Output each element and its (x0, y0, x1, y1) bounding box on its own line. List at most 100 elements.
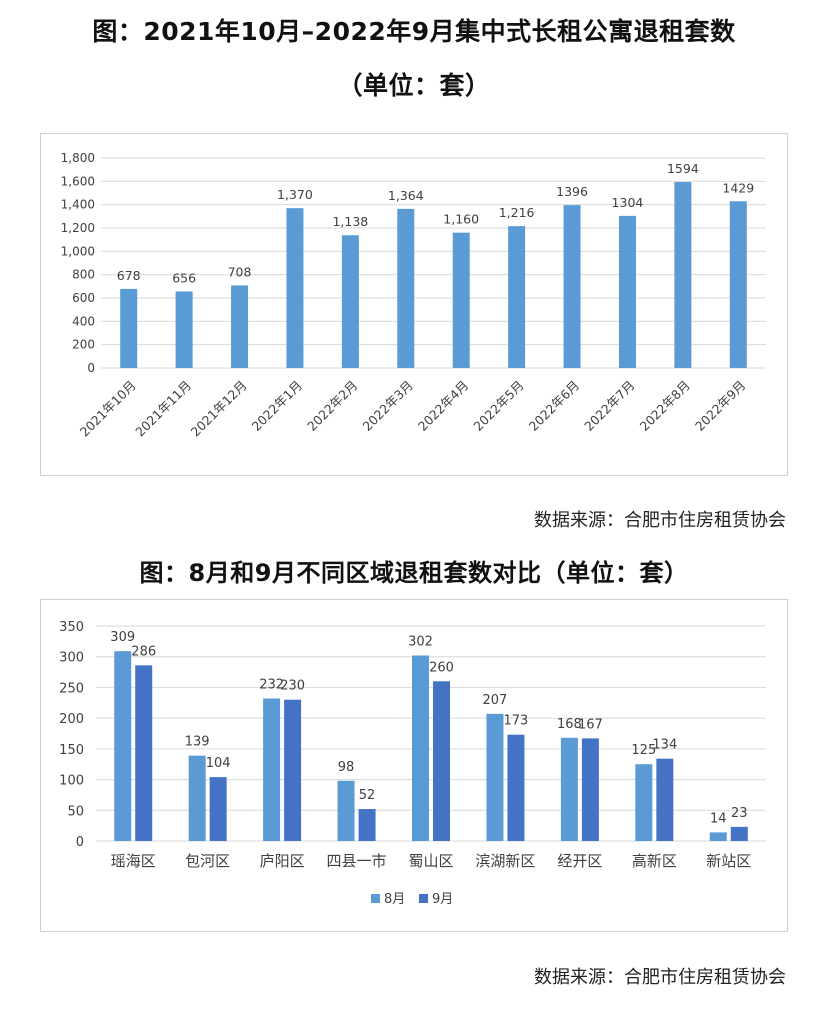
chart1-y-tick-label: 0 (87, 361, 95, 375)
chart2-frame: 0 50 100 150 200 250 300 350 309 286 瑶海区 139 104 包河区 2… (40, 599, 788, 932)
chart2-data-label: 23 (731, 806, 748, 821)
chart1-x-tick-label: 2022年9月 (692, 378, 748, 434)
chart2-x-tick-label: 滨湖新区 (475, 852, 535, 870)
chart1-bar (674, 182, 692, 368)
chart1-subtitle: （单位：套） (337, 71, 491, 100)
chart1-data-label: 1396 (556, 184, 588, 199)
chart2-data-label: 52 (359, 788, 376, 803)
chart2-bar (635, 764, 653, 841)
chart2-y-tick-label: 250 (59, 681, 84, 696)
chart2-data-label: 302 (408, 634, 433, 649)
chart2-bar (581, 738, 599, 841)
chart2-bar (560, 737, 578, 841)
chart1-bar (729, 201, 747, 368)
chart2-x-tick-label: 高新区 (632, 852, 677, 870)
chart1-x-tick-label: 2021年11月 (132, 378, 194, 440)
chart2-y-tick-label: 0 (76, 835, 84, 850)
chart2-bar (188, 755, 206, 841)
chart1-bar (231, 285, 249, 368)
chart2-bar (358, 809, 376, 841)
chart2-y-tick-label: 300 (59, 651, 84, 666)
chart2-y-tick-label: 350 (59, 620, 84, 635)
chart1-data-label: 1,138 (332, 214, 368, 229)
chart2-data-label: 260 (429, 660, 454, 675)
chart1-bar (175, 291, 193, 368)
chart1-y-tick-label: 1,600 (61, 174, 95, 188)
chart1-frame: 0 200 400 600 800 1,000 1,200 1,400 1,600 1,800 67… (40, 133, 788, 476)
chart2-legend-label: 9月 (432, 892, 453, 907)
chart1-data-label: 1,364 (388, 188, 424, 203)
chart1-data-label: 1429 (722, 180, 754, 195)
chart2-x-tick-label: 庐阳区 (260, 852, 305, 870)
chart2-bar (135, 665, 153, 841)
chart2-legend-label: 8月 (384, 892, 405, 907)
chart2-data-label: 232 (259, 677, 284, 692)
chart1-data-label: 656 (172, 270, 196, 285)
chart1-x-tick-label: 2022年7月 (581, 378, 637, 434)
chart2-x-tick-label: 包河区 (185, 852, 230, 870)
chart2-x-tick-label: 蜀山区 (408, 852, 453, 870)
chart2-bar (709, 832, 727, 841)
chart2-bar (507, 734, 525, 841)
chart1-y-tick-label: 1,200 (61, 221, 95, 235)
chart2-bar (284, 699, 302, 841)
chart2-data-label: 286 (131, 644, 156, 659)
chart1-y-tick-label: 1,000 (61, 244, 95, 258)
chart2-y-tick-label: 200 (59, 712, 84, 727)
chart2-data-label: 230 (280, 679, 305, 694)
chart2-data-label: 125 (631, 743, 656, 758)
chart2-x-tick-label: 新站区 (706, 852, 751, 870)
chart2-data-label: 309 (110, 630, 135, 645)
chart2-x-tick-label: 四县一市 (327, 852, 387, 870)
chart1-x-tick-label: 2022年2月 (304, 378, 360, 434)
chart2-title: 图：8月和9月不同区域退租套数对比（单位：套） (139, 559, 689, 587)
chart1-y-tick-label: 200 (72, 338, 95, 352)
chart1-bar (563, 205, 581, 368)
chart2-data-label: 134 (652, 738, 677, 753)
chart2-bar (412, 655, 429, 841)
chart1-data-label: 1,160 (443, 212, 479, 227)
chart1-x-tick-label: 2022年8月 (637, 378, 693, 434)
chart1-x-tick-label: 2022年4月 (415, 378, 471, 434)
chart2-bar (209, 777, 227, 841)
chart1-data-label: 678 (117, 268, 141, 283)
chart1-bar (397, 208, 415, 368)
chart2-bar (656, 758, 674, 841)
chart1-y-tick-label: 600 (72, 291, 95, 305)
chart2-data-label: 173 (504, 714, 529, 729)
chart2-x-tick-label: 经开区 (557, 852, 602, 870)
chart1-y-tick-label: 1,400 (61, 198, 95, 212)
chart1-y-tick-label: 800 (72, 268, 95, 282)
chart1-x-tick-label: 2021年10月 (77, 378, 139, 440)
chart2-y-tick-label: 100 (59, 774, 84, 789)
chart2-data-label: 168 (557, 717, 582, 732)
chart2-bar (337, 780, 355, 841)
chart2-bar (730, 826, 748, 841)
chart1-bar (508, 226, 526, 368)
chart2-data-label: 167 (578, 717, 603, 732)
chart2-legend-swatch (419, 894, 428, 903)
chart2-bar (114, 651, 132, 841)
chart1-bar (341, 235, 359, 368)
chart2-data-label: 98 (338, 760, 355, 775)
chart2-y-tick-label: 50 (67, 804, 84, 819)
chart2-x-tick-label: 瑶海区 (111, 852, 156, 870)
chart2-y-tick-label: 150 (59, 743, 84, 758)
chart1-y-tick-label: 1,800 (61, 151, 95, 165)
chart1-data-label: 1,216 (499, 205, 535, 220)
chart1-x-tick-label: 2021年12月 (188, 378, 250, 440)
chart1-bar (120, 288, 138, 368)
chart1-svg: 0 200 400 600 800 1,000 1,200 1,400 1,600 1,800 67… (61, 151, 766, 440)
chart2-legend-swatch (371, 894, 380, 903)
chart1-data-label: 1,370 (277, 187, 313, 202)
chart1-bar (452, 232, 470, 368)
chart1-data-label: 708 (228, 264, 252, 279)
chart2-data-label: 104 (206, 756, 231, 771)
chart1-x-tick-label: 2022年5月 (470, 378, 526, 434)
chart2-source: 数据来源：合肥市住房租赁协会 (534, 967, 786, 988)
chart1-x-tick-label: 2022年6月 (526, 378, 582, 434)
chart1-data-label: 1594 (667, 161, 699, 176)
chart1-title: 图：2021年10月–2022年9月集中式长租公寓退租套数 (92, 17, 736, 46)
chart1-x-tick-label: 2022年3月 (360, 378, 416, 434)
